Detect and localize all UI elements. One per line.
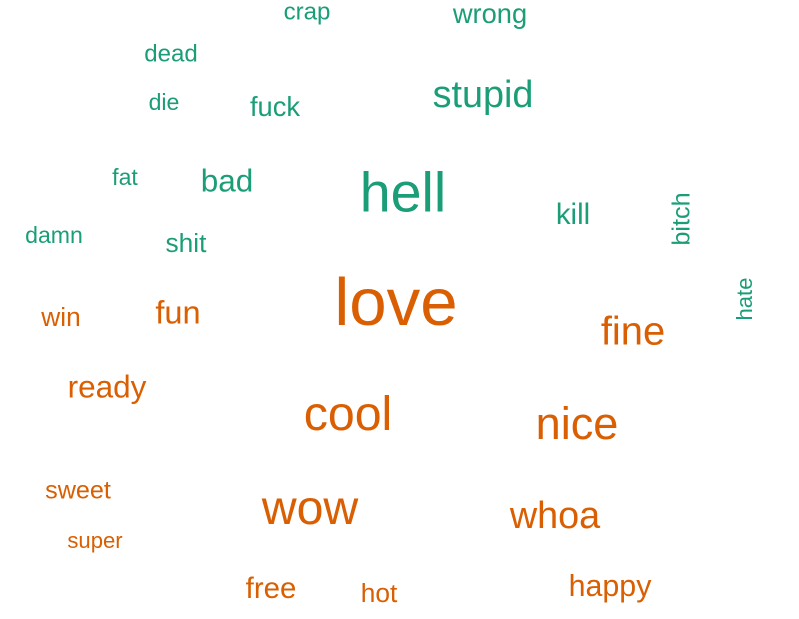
word-stupid: stupid: [433, 74, 534, 116]
word-cool: cool: [304, 387, 393, 441]
word-win: win: [40, 302, 80, 332]
word-wrong: wrong: [452, 0, 527, 29]
word-bad: bad: [201, 162, 254, 198]
word-fine: fine: [601, 310, 665, 354]
word-damn: damn: [25, 222, 83, 248]
word-crap: crap: [284, 0, 331, 25]
word-hell: hell: [360, 162, 447, 224]
word-fuck: fuck: [250, 91, 300, 122]
word-die: die: [149, 89, 180, 115]
word-super: super: [67, 528, 122, 553]
word-fun: fun: [155, 294, 200, 331]
word-hate: hate: [732, 277, 757, 320]
word-kill: kill: [556, 198, 590, 231]
word-sweet: sweet: [45, 477, 111, 505]
word-bitch: bitch: [668, 192, 696, 245]
word-happy: happy: [569, 569, 653, 603]
word-shit: shit: [166, 228, 208, 258]
word-whoa: whoa: [509, 495, 601, 537]
word-ready: ready: [68, 368, 147, 404]
word-fat: fat: [112, 164, 138, 190]
word-love: love: [334, 265, 457, 340]
word-dead: dead: [144, 40, 198, 67]
word-free: free: [246, 572, 297, 605]
word-hot: hot: [361, 578, 398, 608]
word-wow: wow: [261, 481, 359, 535]
word-nice: nice: [536, 398, 619, 449]
